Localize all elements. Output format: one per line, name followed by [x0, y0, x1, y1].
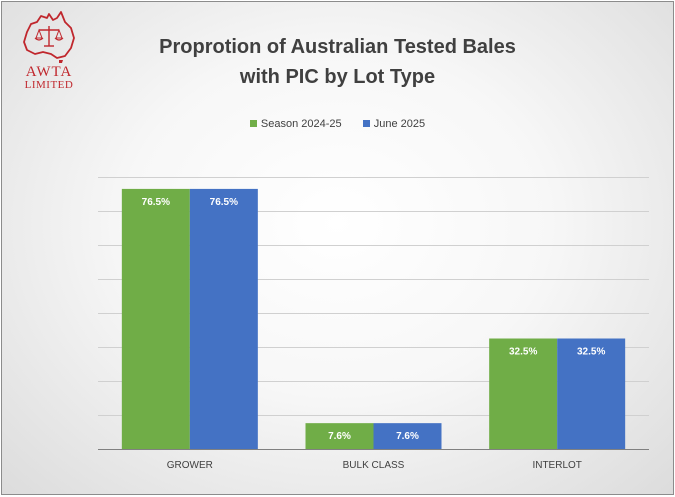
- x-tick-label: INTERLOT: [532, 460, 581, 471]
- legend-item-june: June 2025: [362, 118, 426, 130]
- data-label: 76.5%: [142, 197, 170, 208]
- logo-text-awta: AWTA: [25, 64, 73, 80]
- bar: [489, 338, 558, 449]
- chart-title-line-1: Proprotion of Australian Tested Bales: [159, 36, 516, 58]
- data-label: 7.6%: [396, 431, 419, 442]
- x-tick-label: GROWER: [167, 460, 213, 471]
- legend-swatch-june: [362, 120, 370, 127]
- awta-logo: AWTA LIMITED: [21, 10, 77, 92]
- bar: [373, 423, 442, 449]
- bar: [305, 423, 374, 449]
- chart-title: Proprotion of Australian Tested Bales wi…: [2, 32, 673, 92]
- bar: [557, 338, 626, 449]
- chart-legend: Season 2024-25 June 2025: [2, 118, 673, 130]
- data-label: 32.5%: [577, 347, 605, 358]
- data-label: 76.5%: [210, 197, 238, 208]
- logo-text-limited: LIMITED: [24, 79, 74, 91]
- legend-swatch-season: [249, 120, 257, 127]
- australia-map-icon: [23, 11, 75, 63]
- x-tick-label: BULK CLASS: [343, 460, 405, 471]
- data-label: 7.6%: [328, 431, 351, 442]
- chart-title-line-2: with PIC by Lot Type: [239, 66, 436, 88]
- bar: [121, 188, 190, 449]
- bar: [189, 188, 258, 449]
- data-label: 32.5%: [509, 347, 537, 358]
- legend-label-season: Season 2024-25: [260, 118, 342, 130]
- legend-label-june: June 2025: [373, 118, 426, 130]
- legend-item-season: Season 2024-25: [249, 118, 342, 130]
